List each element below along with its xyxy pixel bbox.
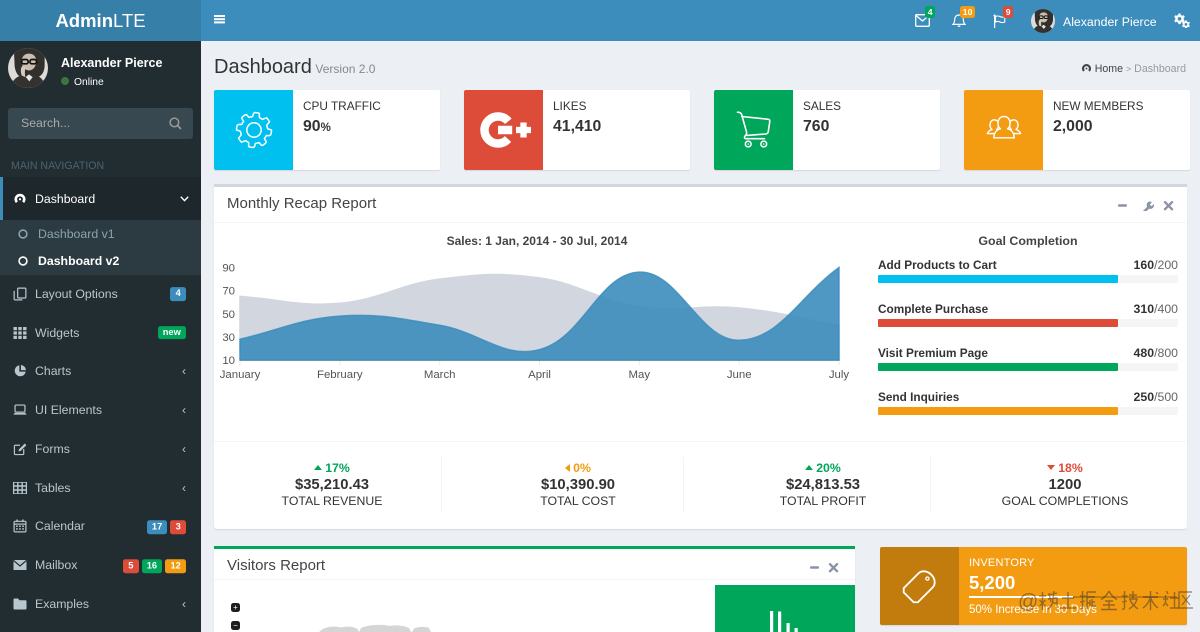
svg-text:30: 30 [222, 332, 235, 344]
svg-text:January: January [220, 369, 261, 381]
svg-text:50: 50 [222, 309, 235, 321]
svg-text:70: 70 [222, 286, 235, 298]
svg-text:March: March [424, 369, 456, 381]
svg-text:90: 90 [222, 263, 235, 275]
svg-text:July: July [829, 369, 850, 381]
svg-text:February: February [317, 369, 363, 381]
svg-text:April: April [528, 369, 551, 381]
svg-text:10: 10 [222, 355, 235, 367]
svg-text:June: June [727, 369, 752, 381]
svg-text:@: @ [1018, 591, 1038, 613]
svg-text:May: May [629, 369, 651, 381]
